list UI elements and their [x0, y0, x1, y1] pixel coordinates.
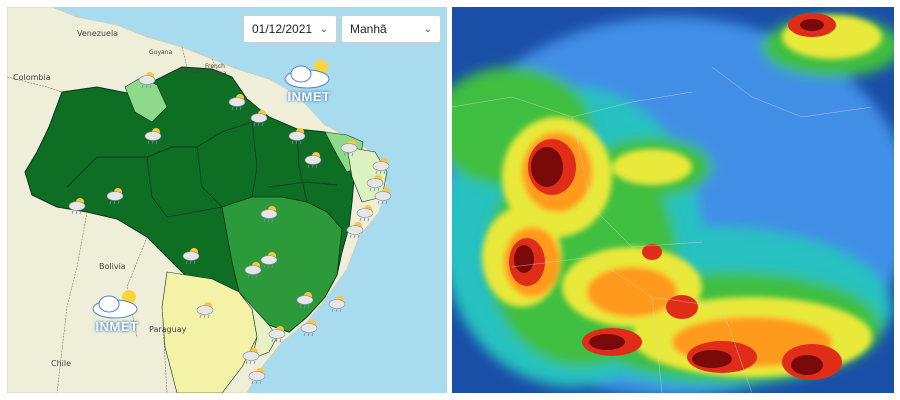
- forecast-controls: 01/12/2021 ⌄ Manhã ⌄: [243, 15, 441, 43]
- sun-cloud-rain-icon: [300, 320, 318, 337]
- inmet-logo-bottom: INMET: [87, 287, 147, 334]
- sun-cloud-rain-icon: [242, 348, 260, 365]
- label-suriname: Suriname: [175, 69, 204, 76]
- date-value: 01/12/2021: [252, 22, 313, 36]
- cloud-sun-icon: [284, 60, 330, 89]
- inmet-logo-text: INMET: [95, 319, 139, 334]
- sun-cloud-rain-icon: [372, 158, 390, 175]
- sun-cloud-rain-icon: [366, 175, 384, 192]
- country-borders: [7, 46, 218, 393]
- satellite-image: [452, 7, 894, 393]
- sun-cloud-rain-icon: [340, 140, 358, 157]
- sun-cloud-rain-icon: [346, 222, 364, 239]
- sun-cloud-rain-icon: [68, 198, 86, 215]
- period-value: Manhã: [350, 22, 387, 36]
- sun-cloud-rain-icon: [250, 110, 268, 127]
- sun-cloud-rain-icon: [138, 72, 156, 89]
- sun-cloud-rain-icon: [268, 326, 286, 343]
- sun-cloud-rain-icon: [182, 248, 200, 265]
- sun-cloud-rain-icon: [260, 206, 278, 223]
- sun-cloud-rain-icon: [288, 128, 306, 145]
- date-select[interactable]: 01/12/2021 ⌄: [243, 15, 337, 43]
- satellite-canvas: [452, 7, 894, 393]
- sun-cloud-rain-icon: [228, 94, 246, 111]
- period-select[interactable]: Manhã ⌄: [341, 15, 441, 43]
- label-venezuela: Venezuela: [77, 29, 119, 38]
- label-chile: Chile: [51, 359, 72, 368]
- label-guyana: Guyana: [149, 49, 173, 56]
- label-bolivia: Bolivia: [99, 262, 126, 271]
- satellite-borders: [452, 66, 873, 393]
- label-paraguay: Paraguay: [149, 325, 187, 334]
- sun-cloud-rain-icon: [106, 188, 124, 205]
- inmet-logo-top: INMET: [279, 57, 339, 104]
- region-pale-south: [238, 291, 278, 360]
- sun-cloud-rain-icon: [296, 292, 314, 309]
- region-yellow-south: [161, 271, 258, 393]
- inmet-logo-text: INMET: [287, 89, 331, 104]
- sun-cloud-rain-icon: [328, 296, 346, 313]
- sun-cloud-rain-icon: [260, 252, 278, 269]
- sun-cloud-rain-icon: [144, 128, 162, 145]
- sun-cloud-rain-icon: [356, 205, 374, 222]
- chevron-down-icon: ⌄: [423, 23, 432, 35]
- sun-cloud-rain-icon: [304, 152, 322, 169]
- sun-cloud-rain-icon: [196, 302, 214, 319]
- sun-cloud-rain-icon: [248, 368, 266, 385]
- label-colombia: Colombia: [13, 73, 51, 82]
- label-french-guiana: French Guiana: [205, 63, 227, 77]
- cloud-sun-icon: [92, 290, 138, 319]
- weather-icons: [68, 72, 392, 385]
- sun-cloud-rain-icon: [244, 262, 262, 279]
- chevron-down-icon: ⌄: [319, 23, 328, 35]
- forecast-map[interactable]: 01/12/2021 ⌄ Manhã ⌄ INMET INMET Venezue…: [7, 7, 447, 393]
- cloud-layer-core: [509, 13, 842, 380]
- map-canvas: [7, 7, 392, 393]
- state-borders: [66, 116, 338, 218]
- sun-cloud-rain-icon: [374, 188, 392, 205]
